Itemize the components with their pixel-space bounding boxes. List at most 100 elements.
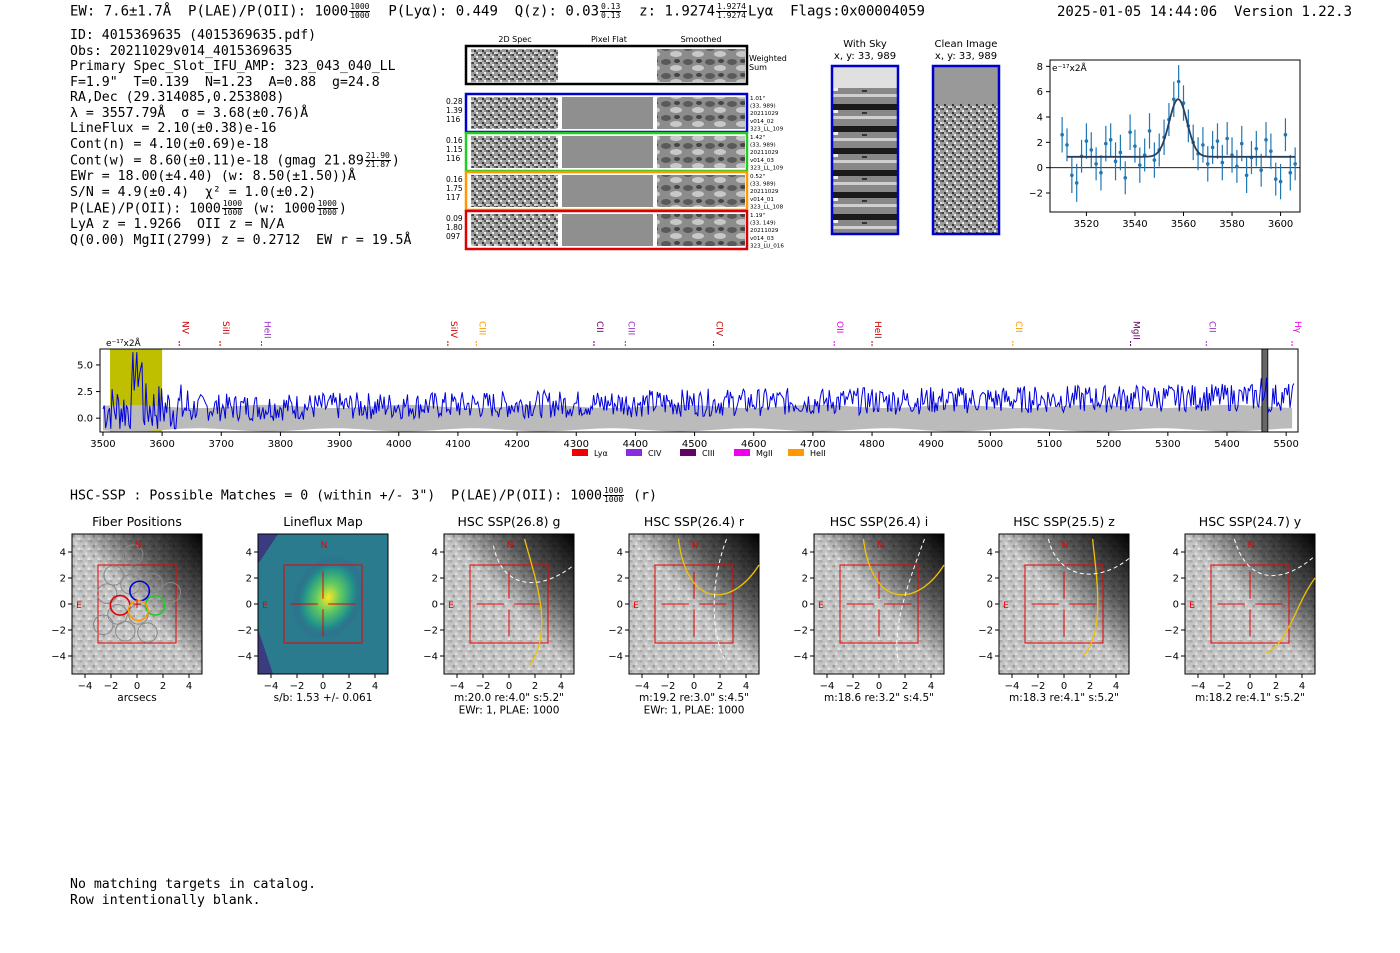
hsc-panel: Fiber Positions N E −4 −4 −2 −2 0 0 2 2 4 4 arcsecs bbox=[51, 514, 203, 704]
hsc-ellipse-yellow bbox=[523, 538, 543, 666]
weighted-2dspec bbox=[471, 49, 558, 82]
spectrum-line-marker-label: CII bbox=[1206, 321, 1216, 333]
fit-xtick-label: 3540 bbox=[1122, 219, 1147, 230]
col-title-pixelflat: Pixel Flat bbox=[591, 35, 627, 44]
spectrum-xtick-label: 5500 bbox=[1273, 439, 1298, 450]
fit-data-point bbox=[1215, 139, 1220, 143]
hsc-ytick-label: −2 bbox=[51, 626, 66, 637]
hsc-ytick-label: −2 bbox=[423, 626, 438, 637]
hsc-north-label: N bbox=[1062, 541, 1069, 551]
line-fit-chart: −2 0 2 4 6 8 3520 3540 3560 3580 3600 e⁻¹⁷x2Å bbox=[1030, 59, 1301, 230]
hsc-xtick-label: 0 bbox=[134, 681, 140, 692]
hsc-ytick-label: 4 bbox=[432, 548, 438, 559]
hsc-ytick-label: 2 bbox=[1173, 574, 1179, 585]
fit-data-point bbox=[1235, 164, 1239, 169]
fit-data-point bbox=[1074, 181, 1079, 185]
fit-ytick-label: 8 bbox=[1037, 62, 1043, 73]
hsc-ytick-label: −4 bbox=[237, 652, 252, 663]
fit-data-point bbox=[1259, 168, 1263, 172]
spectrum-xtick-label: 3500 bbox=[90, 439, 115, 450]
hsc-xtick-label: 0 bbox=[691, 681, 697, 692]
fit-data-point bbox=[1210, 145, 1215, 150]
hsc-panel-caption: m:18.2 re:4.1" s:5.2" bbox=[1195, 692, 1305, 704]
spectrum-line-marker-label: SiII bbox=[220, 321, 230, 335]
fiber-circle bbox=[160, 582, 182, 603]
hsc-panel-caption: m:18.3 re:4.1" s:5.2" bbox=[1009, 692, 1119, 704]
fiber-circle bbox=[115, 621, 136, 642]
hsc-panel-caption: m:19.2 re:3.0" s:4.5" bbox=[639, 692, 749, 704]
fiber-row-left-label: 1.75 bbox=[446, 184, 463, 193]
hsc-ytick-label: 4 bbox=[987, 548, 993, 559]
fit-data-point bbox=[1118, 150, 1123, 155]
hsc-ellipse-yellow bbox=[1083, 538, 1099, 657]
fit-ytick-label: 6 bbox=[1037, 87, 1043, 98]
hsc-ellipse-white bbox=[492, 545, 575, 584]
fiber-row-left-label: 117 bbox=[446, 193, 461, 202]
hsc-ytick-label: 0 bbox=[432, 600, 438, 611]
hsc-north-label: N bbox=[692, 541, 699, 551]
hsc-title: HSC-SSP : Possible Matches = 0 (within +… bbox=[70, 486, 657, 504]
hsc-dark-corner bbox=[814, 534, 944, 674]
info-q: Q(0.00) MgII(2799) z = 0.2712 EW r = 19.… bbox=[70, 232, 412, 248]
with-sky-image bbox=[832, 66, 898, 234]
info-sn: S/N = 4.9(±0.4) χ² = 1.0(±0.2) bbox=[70, 184, 317, 200]
hsc-dark-corner bbox=[444, 534, 574, 674]
hsc-panel-caption: arcsecs bbox=[117, 692, 156, 704]
hsc-xtick-label: 4 bbox=[186, 681, 192, 692]
hsc-xtick-label: −4 bbox=[820, 681, 835, 692]
fit-data-point bbox=[1244, 173, 1249, 178]
hsc-xtick-label: 2 bbox=[532, 681, 538, 692]
hsc-panels: Fiber Positions N E −4 −4 −2 −2 0 0 2 2 4 4 arcsecs Li… bbox=[51, 514, 1316, 717]
spectrum-line-marker-label: CIII bbox=[625, 321, 635, 335]
detection-info: ID: 4015369635 (4015369635.pdf) Obs: 202… bbox=[70, 28, 411, 248]
hsc-dark-corner bbox=[629, 534, 759, 674]
weighted-sum-frame bbox=[464, 44, 749, 86]
info-radec: RA,Dec (29.314085,0.253808) bbox=[70, 90, 285, 105]
hsc-ytick-label: 2 bbox=[246, 574, 252, 585]
spectrum-xtick-label: 4800 bbox=[859, 439, 884, 450]
fit-xtick-label: 3560 bbox=[1171, 219, 1196, 230]
fit-data-point bbox=[1108, 138, 1113, 142]
fiber-circle bbox=[96, 583, 118, 604]
header-summary: EW: 7.6±1.7Å P(LAE)/P(OII): 1000 1000 1000… bbox=[70, 2, 925, 20]
fit-data-point bbox=[1269, 149, 1273, 153]
fit-data-point bbox=[1264, 138, 1268, 142]
spectrum-line-marker-label: HeII bbox=[872, 321, 882, 339]
hsc-xtick-label: 4 bbox=[928, 681, 934, 692]
fit-data-point bbox=[1138, 163, 1142, 167]
info-obs: Obs: 20211029v014_4015369635 bbox=[70, 43, 293, 59]
hsc-ytick-label: 4 bbox=[617, 548, 623, 559]
fit-data-point bbox=[1225, 136, 1229, 141]
fiber-circle bbox=[142, 572, 163, 594]
hsc-ytick-label: 2 bbox=[432, 574, 438, 585]
info-plae: P(LAE)/P(OII): 1000 1000 1000 (w: 1000 1000… bbox=[70, 199, 347, 217]
hsc-ytick-label: −2 bbox=[608, 626, 623, 637]
hsc-ytick-label: 0 bbox=[1173, 600, 1179, 611]
fiber-row-right-label: (33, 989) bbox=[750, 143, 776, 149]
fit-data-point bbox=[1060, 132, 1064, 137]
fit-data-point bbox=[1230, 153, 1234, 157]
fiber-row-left-label: 116 bbox=[446, 115, 461, 124]
fiber-row-left-label: 097 bbox=[446, 232, 461, 241]
hsc-panel-title: HSC SSP(26.8) g bbox=[458, 514, 561, 529]
fiber-row-right-label: (33, 989) bbox=[750, 182, 776, 188]
hsc-xtick-label: 0 bbox=[876, 681, 882, 692]
hsc-ytick-label: −2 bbox=[237, 626, 252, 637]
spectrum-xtick-label: 5400 bbox=[1214, 439, 1239, 450]
hsc-xtick-label: 0 bbox=[1247, 681, 1253, 692]
hsc-xtick-label: 2 bbox=[902, 681, 908, 692]
full-spectrum-chart: 0.0 2.5 5.0 3500 3600 3700 3800 3900 4000 4100 420… bbox=[77, 321, 1302, 458]
header-datetime: 2025-01-05 14:44:06 Version 1.22.3 bbox=[1057, 4, 1353, 20]
footer-note: No matching targets in catalog. Row inten… bbox=[70, 877, 316, 908]
hsc-search-box bbox=[283, 564, 363, 644]
hsc-east-label: E bbox=[633, 601, 639, 611]
hsc-ellipse-yellow bbox=[677, 538, 760, 596]
spectrum-line-marker-label: OII bbox=[834, 321, 844, 333]
clean-coords: x, y: 33, 989 bbox=[935, 51, 997, 62]
fit-data-point bbox=[1205, 162, 1210, 166]
info-lineflux: LineFlux = 2.10(±0.38)e-16 bbox=[70, 121, 277, 136]
fit-ytick-label: −2 bbox=[1030, 189, 1043, 200]
spectrum-ytick-label: 5.0 bbox=[77, 360, 93, 371]
